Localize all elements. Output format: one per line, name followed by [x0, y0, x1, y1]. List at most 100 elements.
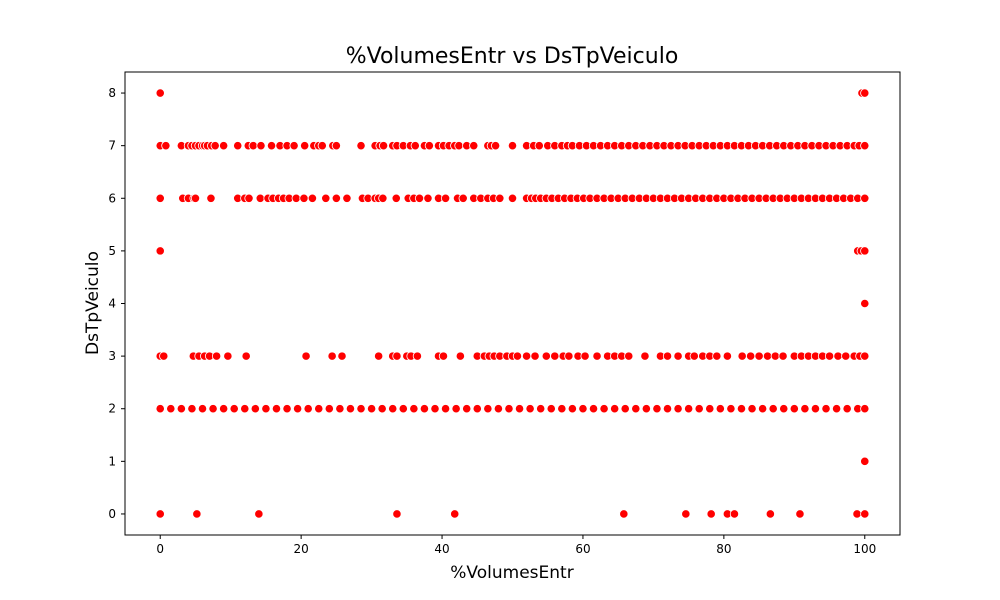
data-point [673, 404, 683, 414]
data-point [689, 351, 699, 361]
y-tick-label: 8 [108, 86, 116, 100]
data-point [331, 193, 341, 203]
data-point [440, 404, 451, 414]
data-point [324, 404, 334, 414]
data-point [206, 193, 216, 203]
data-point [282, 404, 292, 414]
data-point [564, 351, 574, 361]
data-point [307, 193, 318, 203]
data-point [240, 404, 250, 414]
data-point [860, 246, 870, 256]
data-point [681, 509, 691, 519]
data-point [722, 351, 732, 361]
data-point [398, 404, 408, 414]
data-point [706, 509, 716, 519]
data-point [211, 351, 222, 361]
data-point [592, 351, 602, 361]
data-point [289, 141, 299, 151]
data-point [331, 141, 341, 151]
data-point [454, 141, 464, 151]
data-point [684, 404, 694, 414]
data-point [705, 404, 715, 414]
data-point [166, 404, 176, 414]
data-point [430, 404, 440, 414]
data-point [631, 404, 641, 414]
data-point [317, 141, 327, 151]
y-axis: 0 1 2 3 4 5 6 7 8 [108, 86, 125, 521]
data-point [821, 404, 831, 414]
data-point [610, 404, 620, 414]
data-point [747, 404, 757, 414]
data-point [299, 193, 309, 203]
x-tick-label: 60 [575, 542, 590, 556]
data-point [391, 193, 401, 203]
data-point [388, 404, 398, 414]
data-point [438, 351, 449, 361]
data-point [248, 141, 258, 151]
data-point [254, 509, 264, 519]
data-point [493, 404, 504, 414]
data-point [410, 141, 420, 151]
data-point [219, 404, 229, 414]
x-tick-label: 40 [434, 542, 449, 556]
data-point [541, 351, 551, 361]
y-tick-label: 2 [108, 402, 116, 416]
data-point [652, 404, 662, 414]
data-point [831, 404, 842, 414]
data-point [588, 404, 599, 414]
data-point [758, 404, 768, 414]
data-point [860, 88, 870, 98]
data-point [176, 404, 186, 414]
data-point [504, 404, 514, 414]
data-point [557, 404, 567, 414]
data-point [301, 351, 311, 361]
data-point [155, 88, 165, 98]
data-point [736, 404, 747, 414]
data-point [256, 141, 266, 151]
data-point [795, 509, 805, 519]
data-point [507, 141, 518, 151]
data-point [455, 351, 465, 361]
data-point [244, 193, 254, 203]
data-point [208, 404, 218, 414]
data-point [261, 404, 271, 414]
y-tick-label: 1 [108, 454, 116, 468]
data-point [412, 351, 422, 361]
data-point [450, 509, 460, 519]
data-point [737, 351, 747, 361]
data-point [770, 351, 780, 361]
data-point [530, 351, 540, 361]
data-point [472, 404, 482, 414]
data-point [673, 351, 683, 361]
data-point [377, 404, 387, 414]
y-axis-label: DsTpVeiculo [83, 251, 103, 355]
data-point [789, 404, 799, 414]
data-point [293, 404, 303, 414]
data-point [860, 193, 870, 203]
data-point [762, 351, 773, 361]
data-point [525, 404, 535, 414]
data-point [392, 351, 402, 361]
data-point [233, 141, 243, 151]
chart-title: %VolumesEntr vs DsTpVeiculo [346, 44, 679, 69]
data-point [271, 404, 282, 414]
data-point [314, 404, 324, 414]
data-point [241, 351, 251, 361]
data-point [197, 404, 208, 414]
data-point [860, 298, 870, 309]
data-point [624, 351, 634, 361]
data-point [266, 141, 277, 151]
x-tick-label: 0 [156, 542, 164, 556]
data-point [291, 193, 301, 203]
data-point [378, 193, 388, 203]
data-point [374, 351, 384, 361]
data-point [550, 351, 560, 361]
data-point [768, 404, 778, 414]
data-point [161, 141, 171, 151]
data-point [765, 509, 775, 519]
data-point [469, 141, 479, 151]
data-point [842, 404, 852, 414]
data-point [303, 404, 313, 414]
data-point [514, 404, 525, 414]
